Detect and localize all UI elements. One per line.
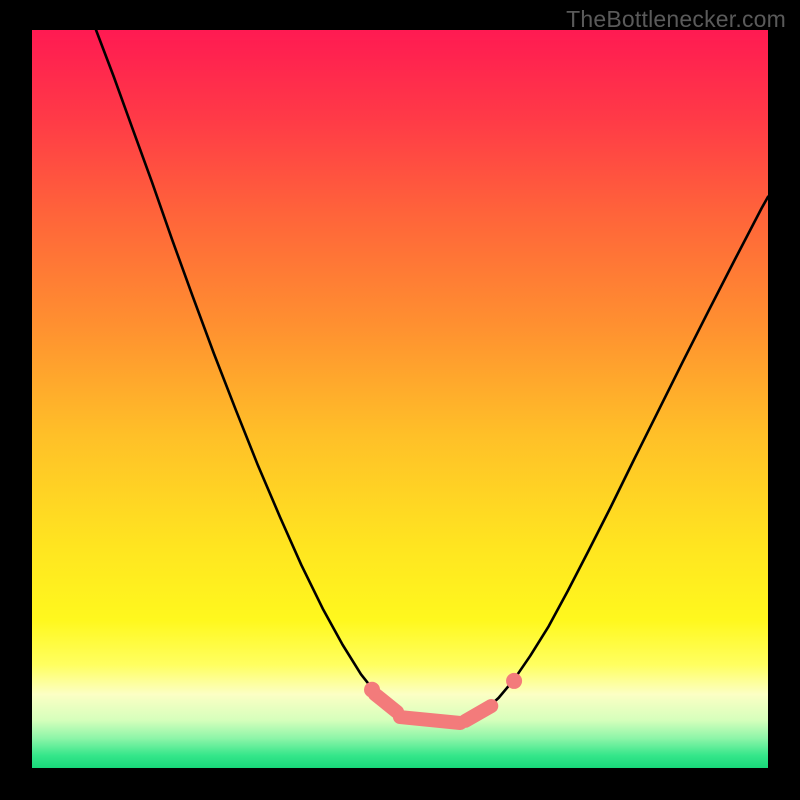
chart-stage: TheBottlenecker.com xyxy=(0,0,800,800)
plot-area xyxy=(32,30,768,768)
plot-svg xyxy=(32,30,768,768)
overlay-dot xyxy=(506,673,522,689)
overlay-dot xyxy=(364,682,380,698)
gradient-background xyxy=(32,30,768,768)
overlay-segment xyxy=(400,717,460,723)
watermark-text: TheBottlenecker.com xyxy=(566,6,786,33)
